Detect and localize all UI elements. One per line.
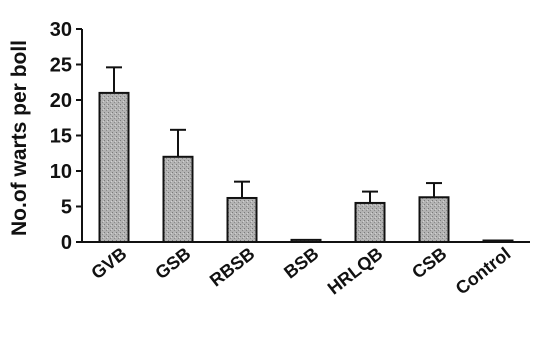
x-tick-label-control: Control: [452, 243, 515, 298]
y-axis-label: No.of warts per boll: [8, 40, 31, 236]
bar-bsb: [290, 238, 322, 243]
bar-hrlqb: [354, 201, 386, 243]
x-tick-label-csb: CSB: [408, 243, 450, 282]
y-tick-label: 5: [61, 197, 72, 219]
bar-gvb: [98, 91, 130, 244]
x-tick-label-hrlqb: HRLQB: [324, 243, 387, 298]
x-tick-label-bsb: BSB: [280, 243, 322, 282]
x-tick-label-gsb: GSB: [151, 243, 194, 283]
y-tick-label: 0: [61, 232, 72, 254]
y-tick-label: 15: [50, 126, 72, 148]
bar-gsb: [162, 155, 194, 243]
bar-control: [482, 239, 514, 243]
y-tick-label: 20: [50, 90, 72, 112]
y-tick-label: 30: [50, 19, 72, 41]
x-tick-label-gvb: GVB: [87, 243, 130, 283]
y-tick-label: 10: [50, 161, 72, 183]
bar-rbsb: [226, 196, 258, 243]
x-tick-label-rbsb: RBSB: [206, 243, 259, 290]
y-tick-label: 25: [50, 55, 72, 77]
bar-csb: [418, 196, 450, 244]
